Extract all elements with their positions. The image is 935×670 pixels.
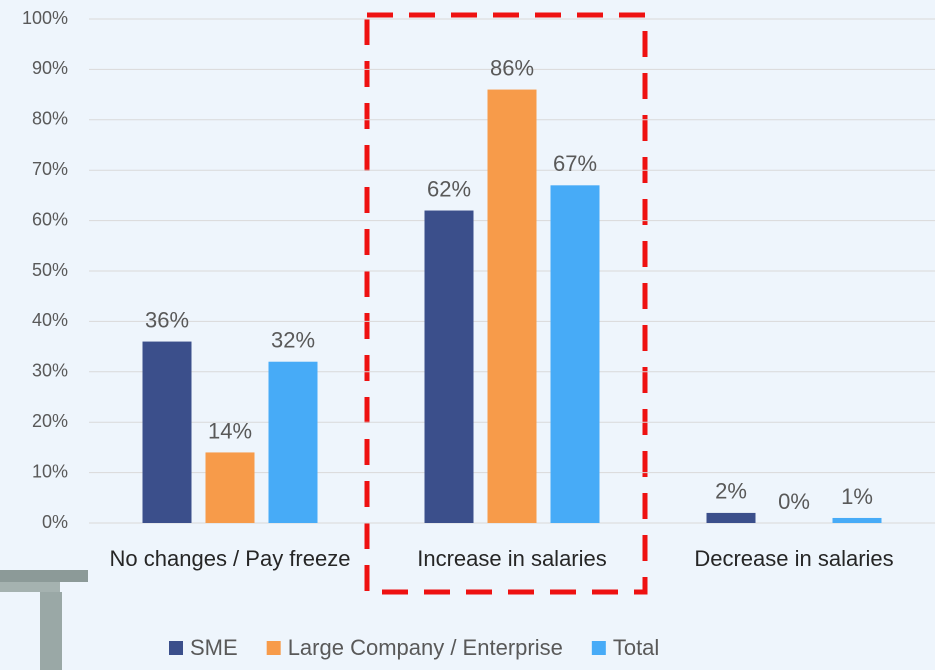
data-label: 67% <box>553 151 597 176</box>
y-tick-label: 40% <box>32 310 68 330</box>
x-tick-label: Decrease in salaries <box>659 545 929 572</box>
legend-swatch <box>592 641 606 655</box>
bar <box>143 342 192 523</box>
legend-swatch <box>267 641 281 655</box>
bar <box>269 362 318 523</box>
data-label: 36% <box>145 307 189 332</box>
data-label: 14% <box>208 418 252 443</box>
y-tick-label: 90% <box>32 58 68 78</box>
legend-swatch <box>169 641 183 655</box>
legend-label: SME <box>190 635 238 660</box>
bar <box>206 452 255 523</box>
data-label: 0% <box>778 489 810 514</box>
x-tick-label: Increase in salaries <box>377 545 647 572</box>
legend-label: Large Company / Enterprise <box>288 635 563 660</box>
data-label: 1% <box>841 484 873 509</box>
bar <box>833 518 882 523</box>
bar <box>488 90 537 523</box>
y-tick-label: 10% <box>32 461 68 481</box>
y-tick-label: 30% <box>32 361 68 381</box>
y-tick-label: 70% <box>32 159 68 179</box>
data-label: 62% <box>427 176 471 201</box>
data-label: 86% <box>490 55 534 80</box>
bar <box>707 513 756 523</box>
data-label: 2% <box>715 479 747 504</box>
y-tick-label: 60% <box>32 209 68 229</box>
legend-label: Total <box>613 635 659 660</box>
bar <box>425 211 474 523</box>
chart-page: 0% 10% 20% 30% 40% 50% 60% 70% 80% 90% 100% 36% 14% 3… <box>0 0 935 670</box>
y-tick-label: 50% <box>32 260 68 280</box>
data-label: 32% <box>271 328 315 353</box>
y-tick-label: 100% <box>22 8 68 28</box>
y-tick-label: 0% <box>42 512 68 532</box>
desk-decoration <box>0 570 88 670</box>
y-tick-label: 20% <box>32 411 68 431</box>
x-tick-label: No changes / Pay freeze <box>95 545 365 572</box>
y-tick-label: 80% <box>32 109 68 129</box>
bar <box>551 185 600 523</box>
